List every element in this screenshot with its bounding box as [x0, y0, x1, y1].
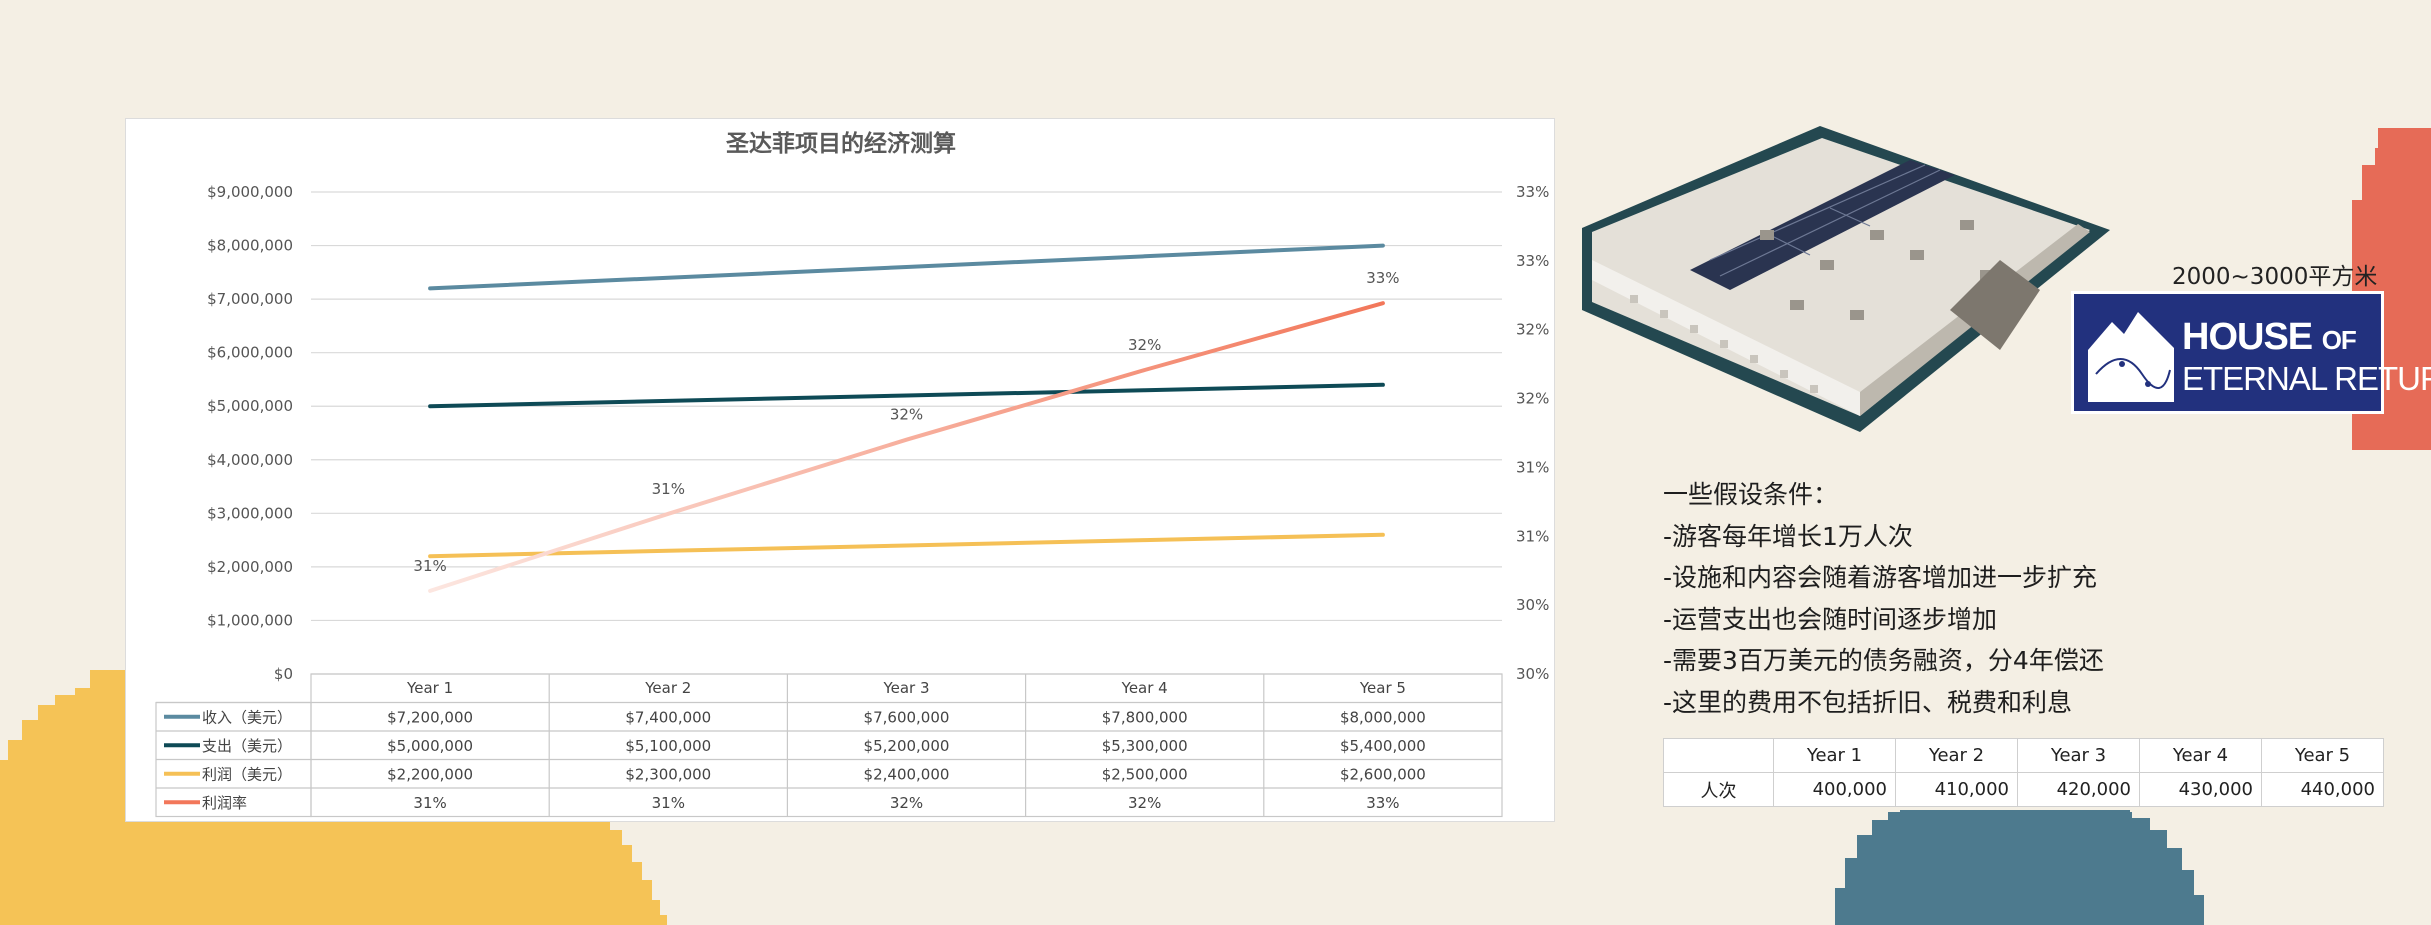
logo-text-line2: ETERNAL RETURN: [2182, 360, 2431, 397]
y-tick-label: $1,000,000: [207, 611, 293, 629]
y2-tick-label: 31%: [1516, 458, 1549, 476]
table-cell: 31%: [652, 794, 685, 812]
y-tick-label: $9,000,000: [207, 183, 293, 201]
y-tick-label: $0: [274, 665, 293, 683]
house-logo-icon: [2088, 312, 2174, 402]
series-line: [428, 532, 1385, 559]
table-cell: $5,200,000: [864, 737, 950, 755]
x-tick-label: Year 5: [1359, 679, 1406, 697]
y2-tick-label: 30%: [1516, 665, 1549, 683]
y2-tick-label: 30%: [1516, 596, 1549, 614]
table-cell: $7,800,000: [1102, 709, 1188, 727]
y2-tick-label: 32%: [1516, 321, 1549, 339]
assumption-item: -这里的费用不包括折旧、税费和利息: [1663, 687, 2073, 717]
table-header-row: Year 1 Year 2 Year 3 Year 4 Year 5: [1663, 738, 2384, 773]
assumption-item: -设施和内容会随着游客增加进一步扩充: [1663, 563, 2098, 592]
table-cell: 32%: [1128, 794, 1161, 812]
table-row-label: 人次: [1663, 772, 1774, 807]
table-cell: $8,000,000: [1340, 709, 1426, 727]
table-frame: [310, 673, 1503, 818]
table-row: 人次 400,000 410,000 420,000 430,000 440,0…: [1663, 772, 2384, 807]
data-label: 32%: [890, 406, 923, 424]
data-label: 31%: [413, 557, 446, 575]
table-cell: 410,000: [1895, 772, 2018, 807]
table-header-cell: Year 5: [2261, 738, 2384, 773]
visitor-table: Year 1 Year 2 Year 3 Year 4 Year 5 人次 40…: [1663, 738, 2384, 807]
legend-label: 支出（美元）: [202, 737, 292, 755]
table-cell: 440,000: [2261, 772, 2384, 807]
table-cell: 31%: [413, 794, 446, 812]
y2-tick-label: 31%: [1516, 527, 1549, 545]
table-cell: 32%: [890, 794, 923, 812]
table-cell: $7,200,000: [387, 709, 473, 727]
table-header-cell: [1663, 738, 1774, 773]
table-cell: $2,400,000: [864, 766, 950, 784]
y-tick-label: $5,000,000: [207, 397, 293, 415]
table-cell: $2,200,000: [387, 766, 473, 784]
y-tick-label: $3,000,000: [207, 504, 293, 522]
data-label: 33%: [1366, 269, 1399, 287]
assumption-item: -游客每年增长1万人次: [1663, 521, 1913, 551]
table-cell: $2,500,000: [1102, 766, 1188, 784]
series-line: [428, 243, 1385, 291]
table-cell: 420,000: [2017, 772, 2140, 807]
series-line: [428, 382, 1385, 409]
line-chart: 圣达菲项目的经济测算 $0 $1,000,000 $2,000,000 $3,000,…: [155, 130, 1549, 818]
assumption-item: -需要3百万美元的债务融资，分4年偿还: [1663, 646, 2104, 675]
x-tick-label: Year 4: [1121, 679, 1168, 697]
table-cell: 430,000: [2139, 772, 2262, 807]
y-tick-label: $8,000,000: [207, 237, 293, 255]
y2-tick-label: 32%: [1516, 390, 1549, 408]
table-cell: 33%: [1366, 794, 1399, 812]
table-cell: $5,100,000: [625, 737, 711, 755]
house-of-eternal-return-logo: HOUSE OF ETERNAL RETURN: [2071, 291, 2431, 414]
y-tick-label: $4,000,000: [207, 451, 293, 469]
table-cell: $7,600,000: [864, 709, 950, 727]
assumptions-list: 一些假设条件： -游客每年增长1万人次 -设施和内容会随着游客增加进一步扩充 -…: [1663, 474, 2104, 723]
legend-label: 利润率: [202, 794, 247, 812]
legend-label: 收入（美元）: [202, 709, 292, 727]
table-cell: $5,000,000: [387, 737, 473, 755]
table-cell: $2,300,000: [625, 766, 711, 784]
rooftop-aerial-photo: [1582, 126, 2110, 432]
y-tick-label: $6,000,000: [207, 344, 293, 362]
table-header-cell: Year 3: [2017, 738, 2140, 773]
y-tick-label: $2,000,000: [207, 558, 293, 576]
logo-text-line1: HOUSE OF: [2182, 316, 2357, 358]
table-cell: 400,000: [1773, 772, 1896, 807]
assumption-item: -运营支出也会随时间逐步增加: [1663, 604, 1998, 634]
table-cell: $7,400,000: [625, 709, 711, 727]
table-header-cell: Year 4: [2139, 738, 2262, 773]
y-tick-label: $7,000,000: [207, 290, 293, 308]
series-line: [428, 301, 1385, 593]
area-label: 2000~3000平方米: [2172, 264, 2378, 290]
x-tick-label: Year 3: [882, 679, 929, 697]
x-tick-label: Year 2: [644, 679, 691, 697]
data-label: 31%: [652, 480, 685, 498]
chart-title: 圣达菲项目的经济测算: [726, 130, 956, 157]
assumptions-heading: 一些假设条件：: [1663, 480, 1839, 509]
table-cell: $2,600,000: [1340, 766, 1426, 784]
x-tick-label: Year 1: [406, 679, 453, 697]
legend-label: 利润（美元）: [202, 766, 292, 784]
table-header-cell: Year 1: [1773, 738, 1896, 773]
chart-panel: 圣达菲项目的经济测算 $0 $1,000,000 $2,000,000 $3,000,…: [125, 118, 1555, 822]
y2-tick-label: 33%: [1516, 252, 1549, 270]
data-label: 32%: [1128, 336, 1161, 354]
y2-tick-label: 33%: [1516, 183, 1549, 201]
table-header-cell: Year 2: [1895, 738, 2018, 773]
table-cell: $5,300,000: [1102, 737, 1188, 755]
table-cell: $5,400,000: [1340, 737, 1426, 755]
